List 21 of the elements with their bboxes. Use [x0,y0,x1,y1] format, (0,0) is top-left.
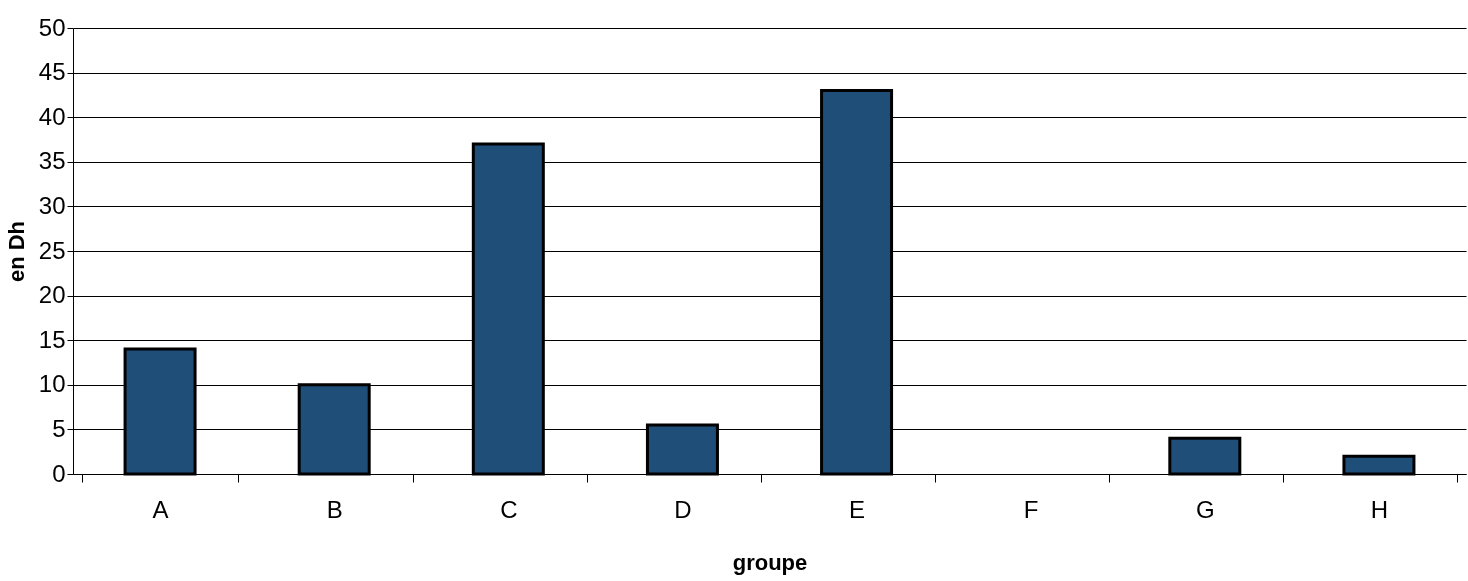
x-axis-title: groupe [732,549,808,575]
y-axis-title: en Dh [3,220,29,283]
x-tick-label: H [1370,495,1389,523]
y-tick-label: 20 [38,281,66,309]
y-tick-label: 15 [38,325,66,353]
x-tick-label: E [849,495,866,523]
x-tick-label: C [500,495,518,523]
y-tick-label: 35 [38,147,66,175]
y-tick-label: 30 [38,191,66,219]
y-tick-label: 45 [38,58,66,86]
y-tick-label: 0 [52,459,66,487]
y-tick-label: 40 [38,102,66,130]
y-tick-label: 10 [38,370,66,398]
x-tick-label: F [1023,495,1039,523]
x-tick-label: B [326,495,343,523]
y-tick-label: 50 [38,13,66,41]
x-tick-label: A [152,495,169,523]
x-tick-label: D [674,495,692,523]
y-tick-label: 25 [38,236,66,264]
x-tick-label: G [1195,495,1215,523]
y-tick-label: 5 [52,414,66,442]
